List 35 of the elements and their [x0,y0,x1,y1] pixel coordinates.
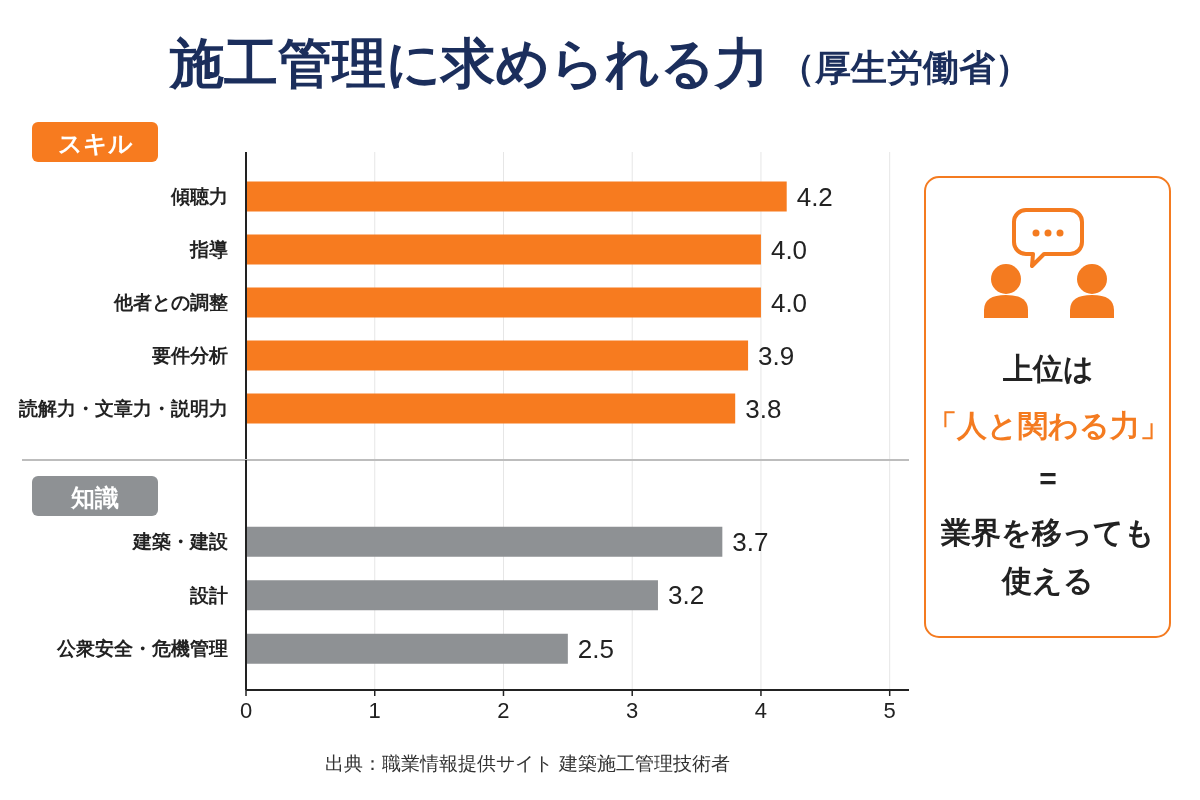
text: 使える [1001,563,1094,597]
text: 「人と関わる力」 [926,408,1170,442]
y-tick-label: 他者との調整 [113,292,228,313]
data-label: 4.0 [770,287,808,318]
x-tick-label: 3 [626,698,639,723]
source-note: 出典：職業情報提供サイト 建築施工管理技術者 [325,753,730,774]
x-tick-label: 4 [754,698,768,723]
text: 知識 [70,483,119,511]
y-tick-label: 建築・建設 [131,531,229,553]
data-label: 3.9 [758,340,795,371]
x-tick-label: 0 [239,698,253,723]
bar [246,526,723,557]
y-tick-label: 読解力・文章力・説明力 [18,398,228,419]
data-label: 3.2 [667,580,705,611]
bar [246,633,568,664]
text: 業界を移っても [940,515,1155,549]
text: = [1039,461,1057,495]
data-label: 4.0 [770,234,808,265]
x-tick-label: 2 [497,698,510,723]
text: スキル [57,129,133,157]
y-tick-label: 設計 [189,584,228,606]
data-label: 2.5 [577,633,614,664]
y-tick-label: 要件分析 [151,345,228,366]
x-tick-label: 5 [883,698,896,723]
data-label: 3.8 [745,393,782,424]
data-label: 3.7 [732,526,769,557]
data-label: 4.2 [796,181,833,212]
text: 上位は [1001,351,1094,385]
x-tick-label: 1 [368,698,381,723]
chart-subtitle: （厚生労働省） [778,47,1031,88]
chart-title: 施工管理に求められる力 [167,33,769,93]
y-tick-label: 傾聴力 [170,186,228,207]
bar [246,580,658,611]
y-tick-label: 公衆安全・危機管理 [56,638,228,660]
y-tick-label: 指導 [189,239,228,260]
